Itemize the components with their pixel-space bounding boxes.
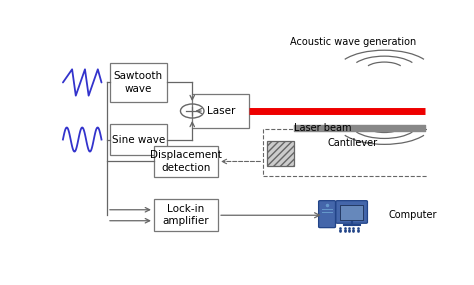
Text: Displacement
detection: Displacement detection: [150, 150, 222, 173]
Bar: [263, 129, 428, 176]
FancyBboxPatch shape: [319, 201, 336, 228]
Text: Sine wave: Sine wave: [111, 135, 165, 144]
Bar: [110, 63, 167, 102]
Text: Lock-in
amplifier: Lock-in amplifier: [163, 204, 210, 227]
Bar: [110, 124, 167, 155]
Text: Sawtooth
wave: Sawtooth wave: [114, 71, 163, 94]
Text: Cantilever: Cantilever: [328, 138, 377, 148]
Bar: [154, 146, 218, 177]
Text: Laser beam: Laser beam: [294, 123, 352, 133]
Text: Acoustic wave generation: Acoustic wave generation: [290, 38, 416, 48]
Text: Laser: Laser: [207, 106, 235, 116]
Bar: [267, 141, 294, 166]
Bar: [192, 94, 249, 128]
Text: Computer: Computer: [388, 210, 437, 220]
Bar: [340, 205, 363, 220]
Bar: [154, 199, 218, 231]
FancyBboxPatch shape: [336, 201, 367, 223]
